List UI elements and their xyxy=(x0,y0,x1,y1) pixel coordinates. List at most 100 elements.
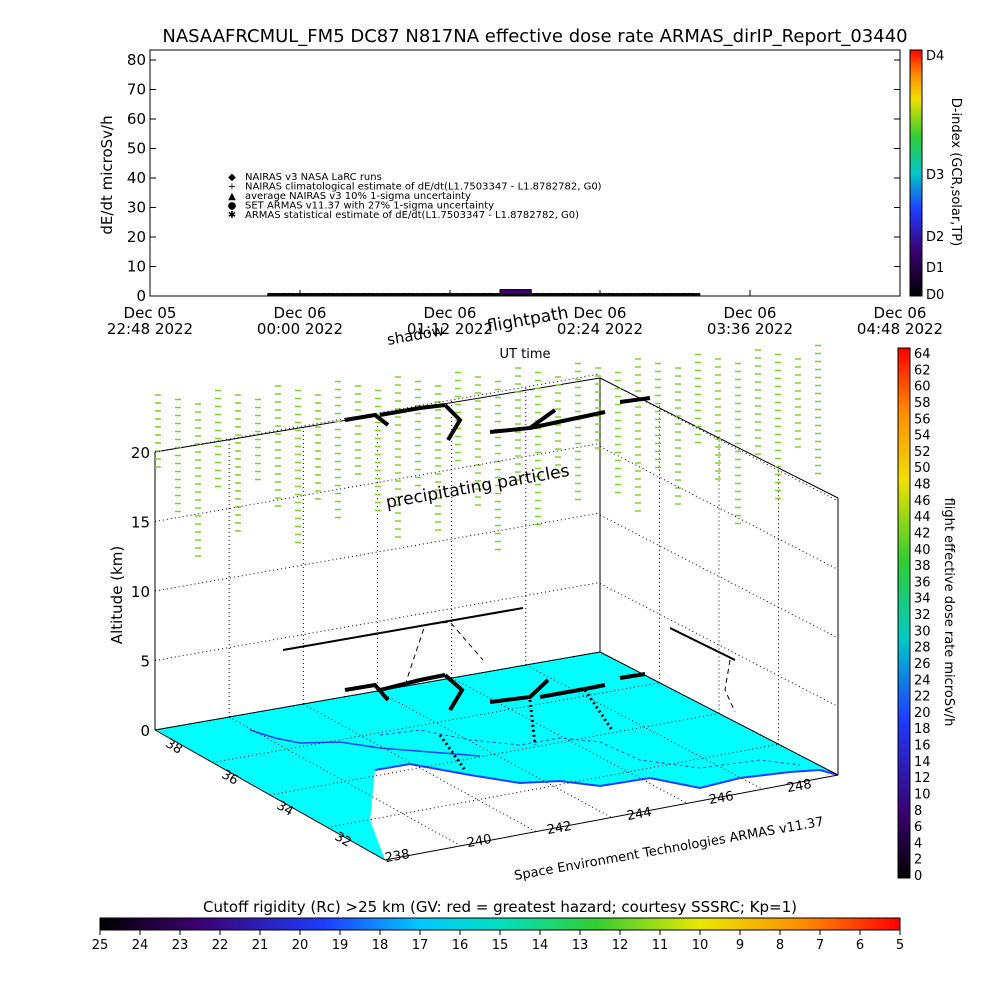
dose-point xyxy=(392,292,396,297)
dose-point xyxy=(344,292,348,297)
dose-point xyxy=(332,292,336,297)
d-index-tick-label: D1 xyxy=(926,261,944,276)
dose-point xyxy=(304,292,308,297)
dose-point xyxy=(694,292,698,297)
dose-point xyxy=(464,292,468,297)
y-tick-label: 70 xyxy=(127,81,146,99)
dose-point xyxy=(597,292,601,297)
dose-point xyxy=(549,292,553,297)
dose-point xyxy=(307,292,311,297)
dose-point xyxy=(657,292,661,297)
altitude-gridline-back xyxy=(599,651,839,776)
dose-point xyxy=(649,292,653,297)
dose-point xyxy=(349,292,353,297)
dose-point xyxy=(682,292,686,297)
dose-point xyxy=(342,292,346,297)
dose-point xyxy=(399,292,403,297)
dose-point xyxy=(449,292,453,297)
dose-tick-label: 20 xyxy=(914,706,931,721)
chart-title: NASAAFRCMUL_FM5 DC87 N817NA effective do… xyxy=(162,26,907,47)
dose-point xyxy=(672,292,676,297)
dose-point xyxy=(457,292,461,297)
dose-point xyxy=(669,292,673,297)
dose-point xyxy=(372,292,376,297)
dose-point xyxy=(689,292,693,297)
altitude-tick-label: 20 xyxy=(131,444,150,462)
dose-point xyxy=(352,292,356,297)
dose-point xyxy=(354,292,358,297)
dose-point xyxy=(619,292,623,297)
dose-point xyxy=(302,292,306,297)
dose-point xyxy=(387,292,391,297)
dose-tick-label: 8 xyxy=(914,804,922,819)
dose-point xyxy=(677,292,681,297)
x-tick-label-date: Dec 06 xyxy=(874,304,927,322)
cutoff-tick-label: 21 xyxy=(252,938,269,953)
cutoff-tick-label: 14 xyxy=(532,938,549,953)
timeseries-points xyxy=(267,289,701,297)
cutoff-tick-label: 17 xyxy=(412,938,429,953)
cutoff-tick-label: 12 xyxy=(612,938,629,953)
cutoff-tick-label: 22 xyxy=(212,938,229,953)
dose-tick-label: 30 xyxy=(914,624,931,639)
dose-point xyxy=(659,292,663,297)
dose-point xyxy=(632,292,636,297)
dose-point xyxy=(624,292,628,297)
dose-point xyxy=(579,292,583,297)
dose-point xyxy=(442,292,446,297)
dose-tick-label: 18 xyxy=(914,722,931,737)
dose-tick-label: 16 xyxy=(914,739,931,754)
cutoff-tick-label: 23 xyxy=(172,938,189,953)
cutoff-tick-label: 8 xyxy=(776,938,784,953)
cutoff-tick-label: 11 xyxy=(652,938,669,953)
dose-point xyxy=(617,292,621,297)
x-tick-label-time: 01:12 2022 xyxy=(407,320,493,338)
longitude-tick-label: 248 xyxy=(786,777,813,796)
dose-point xyxy=(602,292,606,297)
dose-point xyxy=(294,292,298,297)
dose-point xyxy=(594,292,598,297)
cutoff-tick-label: 7 xyxy=(816,938,824,953)
x-tick-label-time: 00:00 2022 xyxy=(257,320,343,338)
dose-point xyxy=(314,292,318,297)
dose-tick-label: 0 xyxy=(914,869,922,884)
dose-point xyxy=(639,292,643,297)
ground-ocean xyxy=(155,652,838,860)
dose-point xyxy=(379,292,383,297)
altitude-gridline-back xyxy=(599,446,839,570)
cutoff-rigidity-panel: Cutoff rigidity (Rc) >25 km (GV: red = g… xyxy=(92,898,904,953)
legend-symbol: ✱ xyxy=(228,210,236,221)
latitude-ticks: 32 34 36 38 xyxy=(163,736,354,850)
ground-gridline-lat xyxy=(327,743,779,828)
dose-tick-label: 24 xyxy=(914,673,931,688)
dose-tick-label: 48 xyxy=(914,478,931,493)
dose-point xyxy=(347,292,351,297)
altitude-gridline xyxy=(154,651,601,731)
cutoff-tick-label: 16 xyxy=(452,938,469,953)
cutoff-tick-label: 9 xyxy=(736,938,744,953)
ground-gridline xyxy=(377,690,612,818)
dose-point xyxy=(552,292,556,297)
dose-tick-label: 12 xyxy=(914,771,931,786)
dose-point xyxy=(374,292,378,297)
dose-point xyxy=(397,292,401,297)
dose-point xyxy=(472,292,476,297)
ground-gridline xyxy=(525,664,763,790)
timeseries-y-label: dE/dt microSv/h xyxy=(98,115,116,234)
x-tick-label-time: 22:48 2022 xyxy=(107,320,193,338)
dose-point xyxy=(432,292,436,297)
dose-point xyxy=(674,292,678,297)
dose-point xyxy=(402,292,406,297)
dose-point xyxy=(697,292,701,297)
dose-point xyxy=(329,292,333,297)
dose-point xyxy=(684,292,688,297)
dose-point xyxy=(319,292,323,297)
dose-point xyxy=(567,292,571,297)
dose-tick-label: 6 xyxy=(914,820,922,835)
dose-point xyxy=(479,292,483,297)
y-tick-label: 40 xyxy=(127,169,146,187)
longitude-tick-label: 242 xyxy=(546,819,573,838)
d-index-tick-label: D4 xyxy=(926,49,944,64)
longitude-tick-label: 240 xyxy=(466,832,493,851)
